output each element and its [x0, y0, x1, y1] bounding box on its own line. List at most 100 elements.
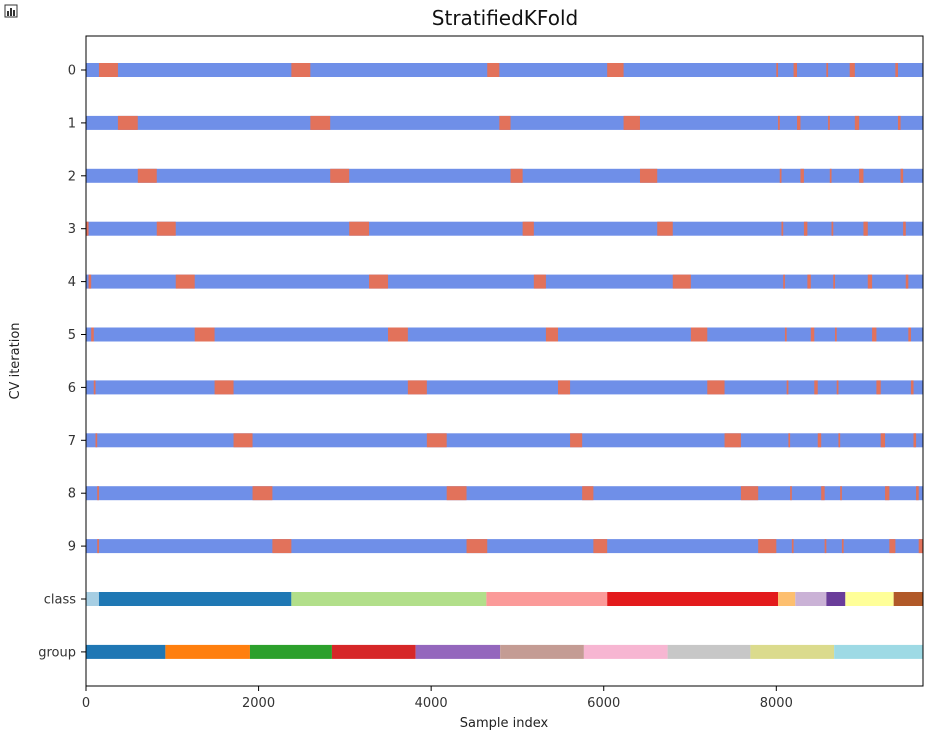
- test-segment: [786, 380, 789, 395]
- y-tick-label: class: [44, 593, 76, 608]
- test-segment: [407, 380, 427, 395]
- test-segment: [791, 539, 794, 554]
- test-segment: [369, 274, 389, 289]
- group-segment: [667, 644, 751, 659]
- class-row: [86, 592, 923, 606]
- test-segment: [582, 486, 594, 501]
- test-segment: [817, 433, 822, 448]
- test-segment: [214, 380, 234, 395]
- test-segment: [793, 63, 798, 77]
- y-tick-label: 1: [68, 116, 76, 131]
- test-segment: [790, 486, 792, 501]
- test-segment: [908, 327, 911, 342]
- test-segment: [593, 539, 608, 554]
- class-segment: [826, 592, 846, 606]
- test-segment: [859, 168, 864, 183]
- class-segment: [291, 592, 487, 606]
- test-segment: [137, 168, 157, 183]
- test-segment: [821, 486, 825, 501]
- test-segment: [824, 539, 827, 554]
- test-segment: [570, 433, 583, 448]
- group-segment: [249, 644, 332, 659]
- test-segment: [814, 380, 818, 395]
- test-segment: [897, 115, 901, 130]
- test-segment: [672, 274, 691, 289]
- plot-frame: [85, 35, 924, 687]
- train-segment: [86, 168, 923, 183]
- test-segment: [807, 274, 811, 289]
- x-axis-label: Sample index: [460, 716, 549, 731]
- class-segment: [778, 592, 796, 606]
- test-segment: [797, 115, 801, 130]
- test-segment: [800, 168, 804, 183]
- x-axis: 0 2000 4000 6000 8000: [82, 686, 793, 711]
- class-segment: [86, 592, 99, 606]
- train-segment: [86, 327, 923, 342]
- test-segment: [86, 221, 89, 236]
- y-tick-label: 4: [68, 275, 76, 290]
- rows-layer: [86, 63, 923, 659]
- test-segment: [272, 539, 292, 554]
- test-segment: [779, 168, 782, 183]
- y-tick-label: 8: [68, 487, 76, 502]
- class-segment: [845, 592, 894, 606]
- fold-row-3: [86, 221, 923, 236]
- test-segment: [889, 539, 896, 554]
- y-tick-label: 6: [68, 381, 76, 396]
- test-segment: [867, 274, 873, 289]
- test-segment: [776, 63, 779, 77]
- test-segment: [784, 327, 787, 342]
- test-segment: [545, 327, 558, 342]
- test-segment: [690, 327, 708, 342]
- test-segment: [783, 274, 785, 289]
- fold-row-0: [86, 63, 923, 77]
- test-segment: [194, 327, 215, 342]
- test-segment: [499, 115, 511, 130]
- test-segment: [841, 539, 844, 554]
- test-segment: [510, 168, 523, 183]
- y-tick-label: 5: [68, 328, 76, 343]
- test-segment: [840, 486, 842, 501]
- class-segment: [486, 592, 608, 606]
- test-segment: [175, 274, 195, 289]
- y-tick-label: 9: [68, 540, 76, 555]
- test-segment: [781, 221, 784, 236]
- y-tick-label: 0: [68, 64, 76, 79]
- test-segment: [97, 486, 99, 501]
- test-segment: [724, 433, 741, 448]
- test-segment: [913, 433, 917, 448]
- test-segment: [903, 221, 906, 236]
- test-segment: [91, 327, 94, 342]
- test-segment: [918, 539, 923, 554]
- bar-chart-icon[interactable]: [4, 4, 18, 18]
- test-segment: [829, 168, 832, 183]
- class-segment: [607, 592, 779, 606]
- group-segment: [583, 644, 668, 659]
- test-segment: [487, 63, 500, 77]
- test-segment: [900, 168, 904, 183]
- test-segment: [97, 539, 99, 554]
- test-segment: [872, 327, 877, 342]
- test-segment: [826, 63, 829, 77]
- group-segment: [165, 644, 250, 659]
- fold-row-4: [86, 274, 923, 289]
- train-segment: [86, 63, 923, 77]
- test-segment: [98, 63, 118, 77]
- test-segment: [95, 433, 98, 448]
- test-segment: [533, 274, 546, 289]
- test-segment: [639, 168, 658, 183]
- test-segment: [828, 115, 830, 130]
- train-segment: [86, 433, 923, 448]
- y-tick-label: group: [38, 645, 76, 660]
- y-tick-label: 3: [68, 222, 76, 237]
- fold-row-8: [86, 486, 923, 501]
- fold-row-1: [86, 115, 923, 130]
- test-segment: [291, 63, 311, 77]
- x-tick-label: 0: [82, 696, 90, 711]
- test-segment: [657, 221, 673, 236]
- test-segment: [557, 380, 571, 395]
- test-segment: [854, 115, 860, 130]
- y-axis-label: CV iteration: [8, 322, 23, 399]
- train-segment: [86, 274, 923, 289]
